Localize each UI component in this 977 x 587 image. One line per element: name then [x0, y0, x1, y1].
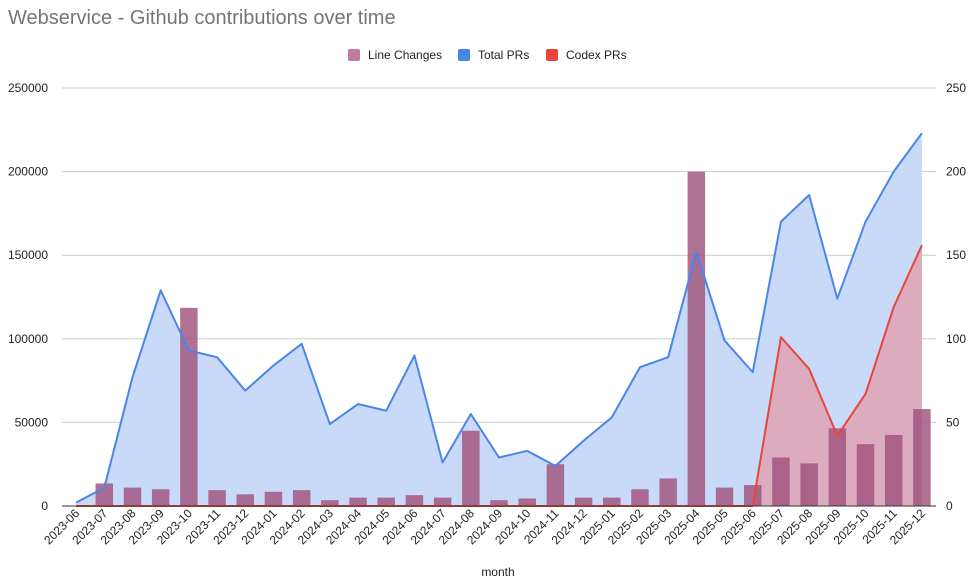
legend-label-line-changes: Line Changes: [368, 48, 442, 62]
right-tick-label: 150: [946, 248, 966, 262]
bar-line-changes: [377, 497, 395, 506]
bar-line-changes: [321, 500, 339, 506]
area-codex-prs: [752, 245, 922, 506]
legend-swatch-codex-prs: [546, 49, 558, 61]
legend-item-total-prs[interactable]: Total PRs: [458, 48, 529, 62]
legend-item-codex-prs[interactable]: Codex PRs: [546, 48, 627, 62]
line-codex-prs: [751, 244, 923, 507]
right-tick-label: 50: [946, 415, 960, 429]
left-tick-label: 200000: [8, 165, 48, 179]
right-axis-ticks: 0 50 100 150 200 250: [946, 81, 966, 513]
legend: Line Changes Total PRs Codex PRs: [348, 48, 627, 62]
bar-line-changes: [772, 457, 790, 506]
x-axis-ticks: 2023-062023-072023-082023-092023-102023-…: [41, 506, 928, 547]
area-series: [76, 133, 922, 507]
bar-line-changes: [236, 494, 254, 506]
right-tick-label: 0: [946, 499, 953, 513]
bar-series: [95, 171, 931, 506]
bar-line-changes: [349, 497, 367, 506]
right-tick-label: 200: [946, 165, 966, 179]
left-tick-label: 50000: [15, 415, 49, 429]
left-tick-label: 0: [41, 499, 48, 513]
bar-line-changes: [800, 463, 818, 506]
right-tick-label: 100: [946, 332, 966, 346]
x-axis-title: month: [481, 565, 514, 579]
bar-line-changes: [603, 497, 621, 506]
area-total-prs: [76, 133, 922, 507]
bar-line-changes: [151, 489, 170, 506]
bar-line-changes: [744, 485, 762, 506]
bar-line-changes: [292, 490, 311, 506]
bar-line-changes: [687, 171, 706, 506]
chart-title: Webservice - Github contributions over t…: [8, 7, 396, 29]
bar-line-changes: [828, 428, 847, 506]
bar-line-changes: [518, 498, 536, 506]
bar-line-changes: [715, 487, 734, 506]
bar-line-changes: [208, 490, 226, 506]
bar-line-changes: [180, 307, 198, 506]
bar-line-changes: [546, 464, 565, 506]
left-axis-ticks: 0 50000 100000 150000 200000 250000: [8, 81, 48, 513]
bar-line-changes: [490, 500, 508, 506]
legend-swatch-line-changes: [348, 49, 360, 61]
line-total-prs: [75, 132, 923, 504]
bar-line-changes: [913, 409, 931, 506]
right-tick-label: 250: [946, 81, 966, 95]
legend-label-total-prs: Total PRs: [478, 48, 529, 62]
legend-label-codex-prs: Codex PRs: [566, 48, 627, 62]
bar-line-changes: [574, 497, 593, 506]
bar-line-changes: [631, 489, 649, 506]
left-tick-label: 250000: [8, 81, 48, 95]
legend-item-line-changes[interactable]: Line Changes: [348, 48, 442, 62]
bar-line-changes: [433, 497, 452, 506]
left-tick-label: 150000: [8, 248, 48, 262]
bar-line-changes: [462, 430, 480, 506]
legend-swatch-total-prs: [458, 49, 470, 61]
bar-line-changes: [405, 495, 424, 506]
bar-line-changes: [856, 444, 875, 506]
bar-line-changes: [884, 434, 903, 506]
bar-line-changes: [659, 478, 677, 506]
bar-line-changes: [264, 491, 283, 506]
bar-line-changes: [123, 487, 142, 506]
left-tick-label: 100000: [8, 332, 48, 346]
